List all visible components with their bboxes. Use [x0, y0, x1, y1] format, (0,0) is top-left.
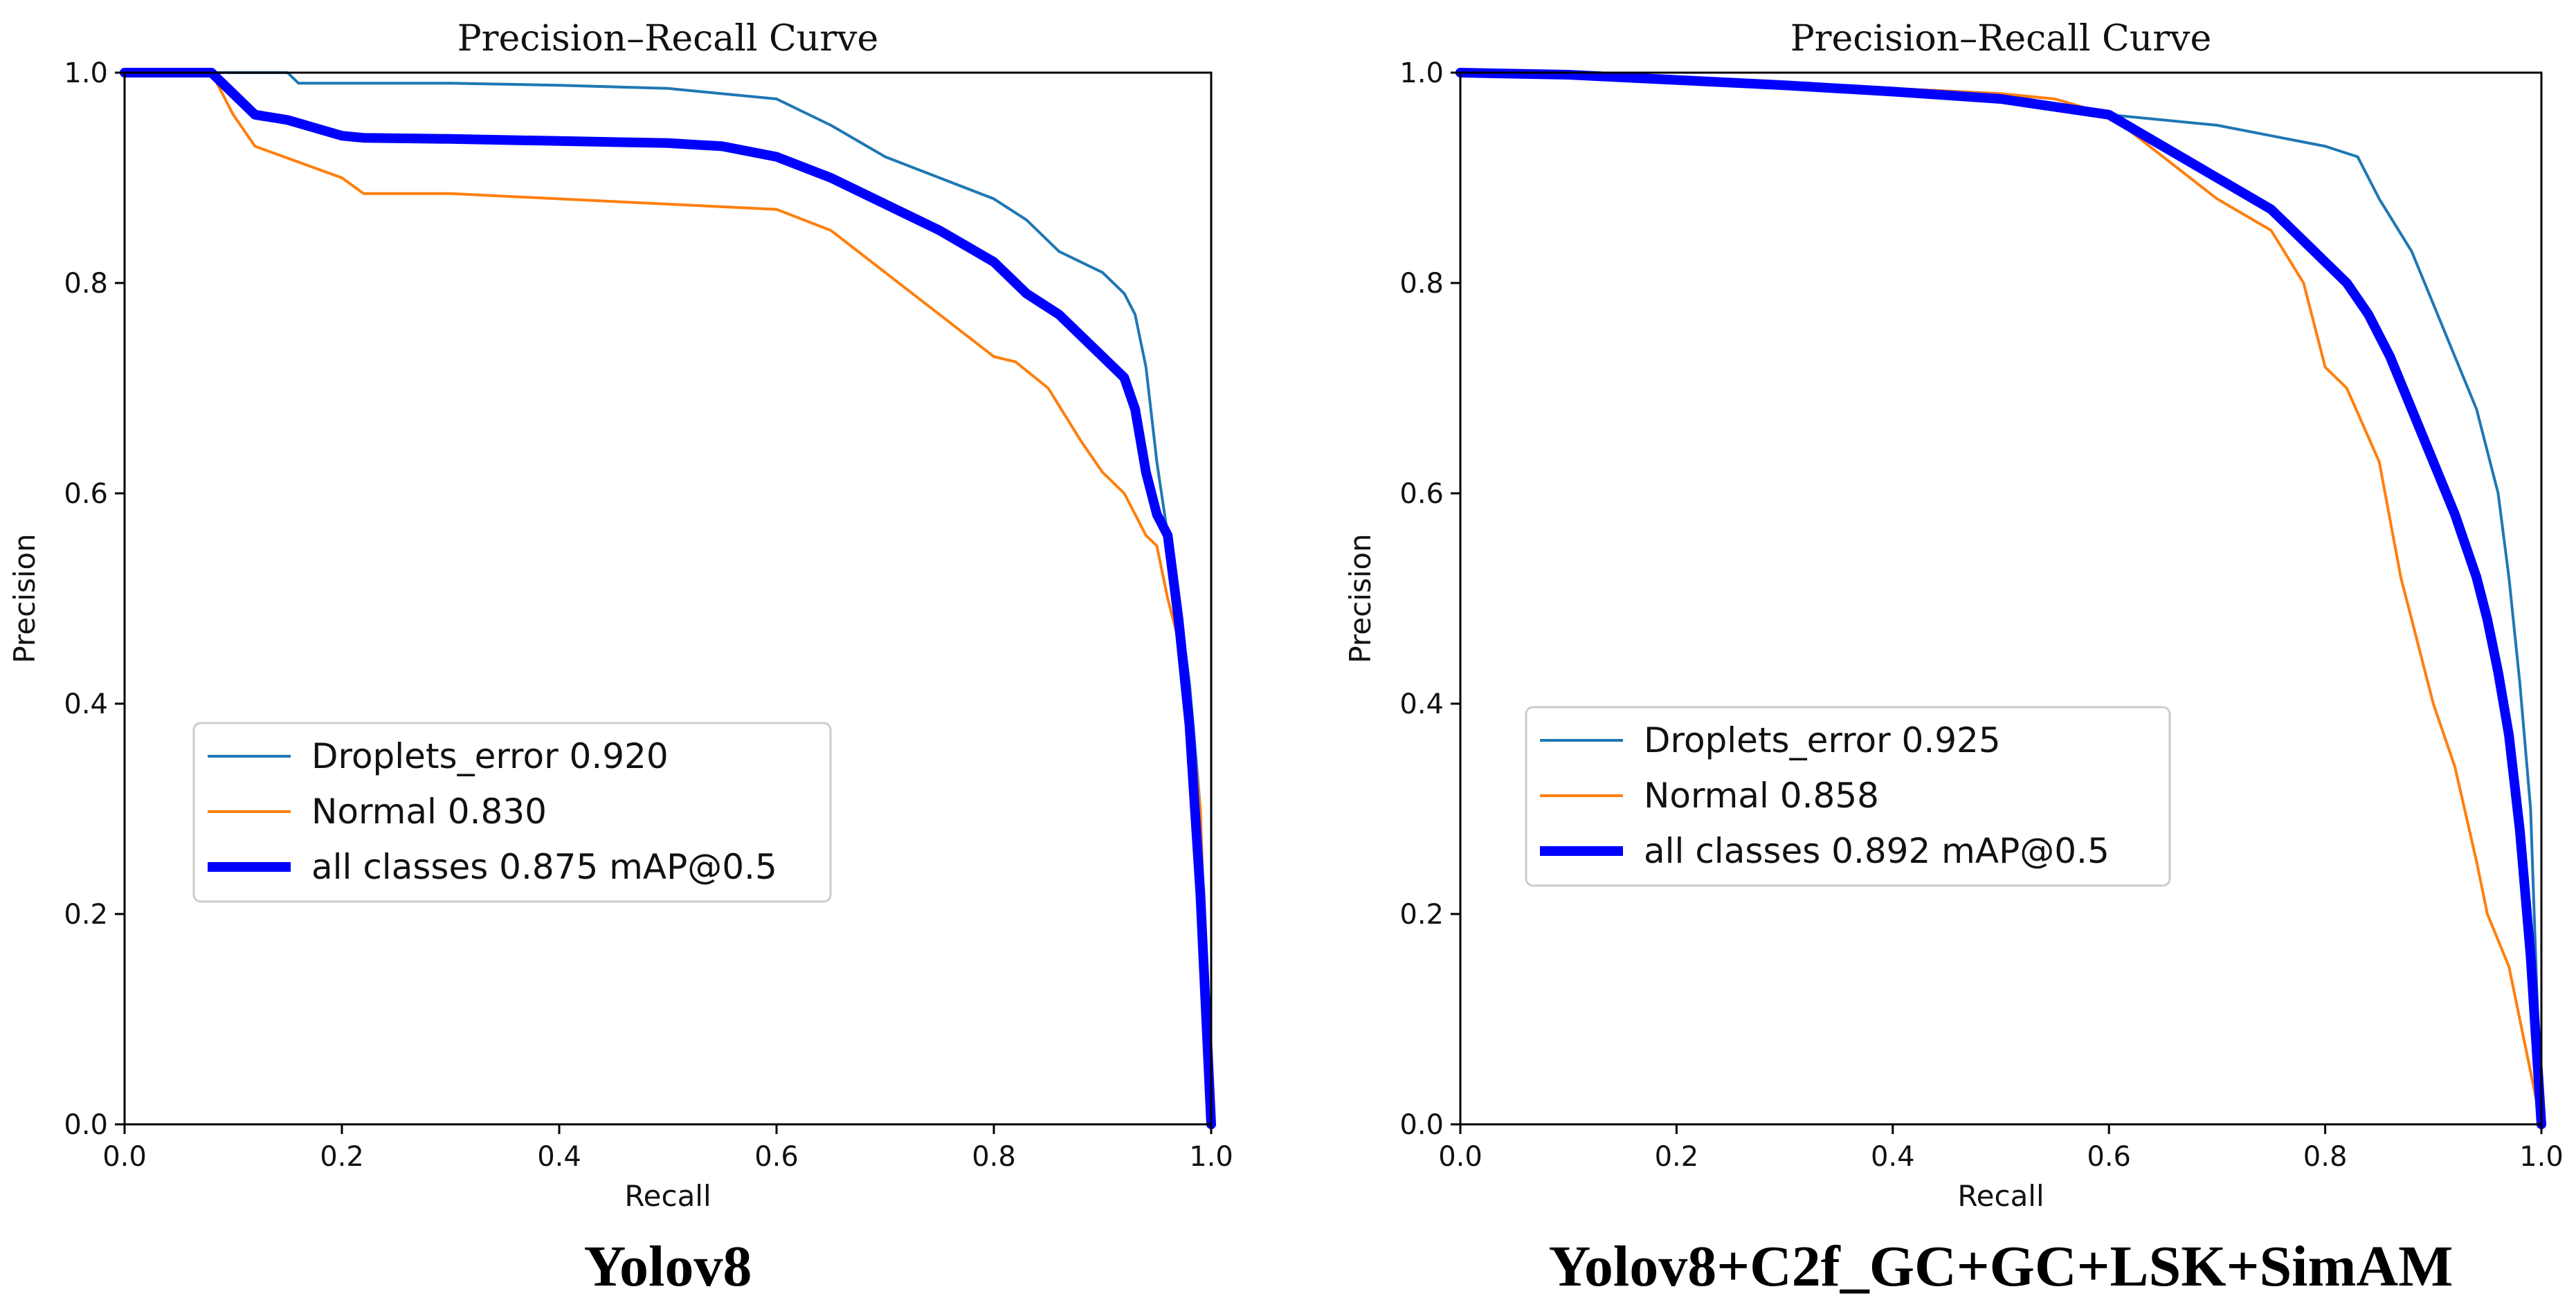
x-tick-label: 0.6 [2087, 1141, 2131, 1173]
x-tick-label: 0.4 [537, 1141, 581, 1173]
y-tick-label: 0.2 [64, 899, 108, 931]
series-line-all [1455, 68, 2546, 1129]
y-tick-label: 0.2 [1399, 899, 1444, 931]
legend-label: Normal 0.830 [311, 792, 547, 832]
x-axis-label: Recall [624, 1179, 711, 1213]
panel-caption: Yolov8 [584, 1234, 752, 1299]
legend-label: Droplets_error 0.925 [1644, 720, 2001, 760]
series-line-normal [123, 71, 1213, 1126]
x-tick-label: 0.8 [972, 1141, 1016, 1173]
series-line-droplets [123, 71, 1213, 1126]
chart-panel-2: Precision–Recall Curve 0.0 0.2 0.4 0.6 0.8 1.0… [1343, 18, 2564, 1299]
y-tick-label: 0.4 [64, 688, 108, 720]
series-group [1455, 68, 2546, 1129]
y-tick-label: 0.8 [1399, 268, 1444, 300]
panel-caption: Yolov8+C2f_GC+GC+LSK+SimAM [1549, 1234, 2453, 1299]
legend-label: Normal 0.858 [1644, 776, 1879, 816]
series-line-normal [1459, 71, 2543, 1126]
y-tick-label: 0.6 [1399, 478, 1444, 510]
y-tick-label: 1.0 [1399, 57, 1444, 89]
x-tick-label: 0.4 [1871, 1141, 1915, 1173]
chart-title: Precision–Recall Curve [1790, 18, 2212, 60]
y-axis-label: Precision [1343, 533, 1377, 663]
legend-box [192, 722, 832, 903]
y-tick-label: 0.0 [64, 1109, 108, 1141]
x-tick-label: 0.6 [754, 1141, 799, 1173]
plot-frame [123, 71, 1213, 1126]
legend: Droplets_error 0.920 Normal 0.830 all clas… [192, 722, 832, 903]
y-tick-label: 0.8 [64, 268, 108, 300]
legend-label: all classes 0.875 mAP@0.5 [311, 847, 777, 887]
x-tick-label: 0.0 [1438, 1141, 1482, 1173]
y-tick-label: 0.0 [1399, 1109, 1444, 1141]
series-line-all [120, 68, 1216, 1129]
series-line-droplets [1459, 71, 2543, 1126]
x-tick-label: 0.2 [320, 1141, 364, 1173]
y-tick-label: 0.6 [64, 478, 108, 510]
x-tick-label: 1.0 [2519, 1141, 2564, 1173]
y-axis-label: Precision [8, 533, 42, 663]
legend: Droplets_error 0.925 Normal 0.858 all clas… [1525, 706, 2171, 887]
chart-title: Precision–Recall Curve [457, 18, 879, 60]
plot-frame [1459, 71, 2543, 1126]
series-group [120, 68, 1216, 1129]
legend-label: all classes 0.892 mAP@0.5 [1644, 831, 2110, 871]
legend-label: Droplets_error 0.920 [311, 736, 669, 776]
y-tick-label: 1.0 [64, 57, 108, 89]
x-tick-label: 0.2 [1655, 1141, 1699, 1173]
legend-box [1525, 706, 2171, 887]
x-axis-label: Recall [1957, 1179, 2044, 1213]
x-tick-label: 1.0 [1189, 1141, 1233, 1173]
chart-panel-1: Precision–Recall Curve 0.0 0.2 0.4 0.6 0.8 1.0… [8, 18, 1233, 1299]
x-tick-label: 0.0 [102, 1141, 147, 1173]
x-tick-label: 0.8 [2303, 1141, 2348, 1173]
y-tick-label: 0.4 [1399, 688, 1444, 720]
